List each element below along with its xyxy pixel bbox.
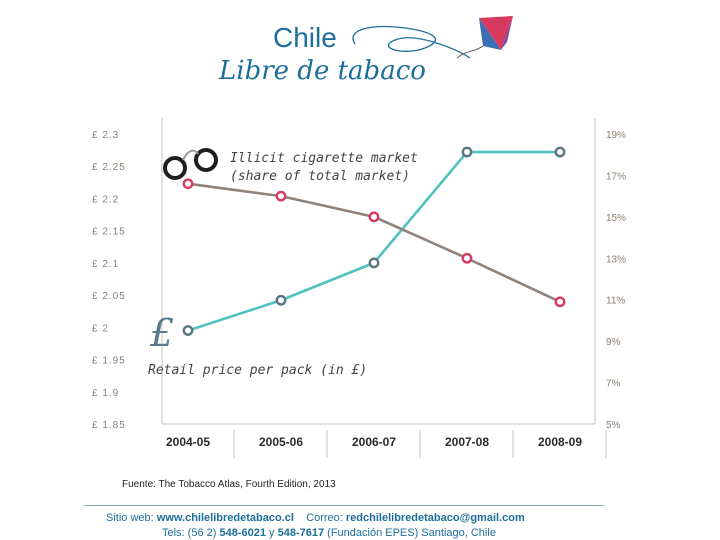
logo-chile: Chile xyxy=(273,22,337,53)
chart: £ 2.3 £ 2.25 £ 2.2 £ 2.15 £ 2.1 £ 2.05 £ 2 £ 1.… xyxy=(92,118,626,458)
swirl-decoration xyxy=(352,25,471,59)
series-markers xyxy=(182,146,566,336)
series-point-0 xyxy=(182,325,194,336)
pound-icon: £ xyxy=(149,311,174,355)
series-point-1 xyxy=(368,211,380,223)
logo: Chile Libre de tabaco xyxy=(215,16,515,88)
handcuffs-icon xyxy=(163,148,218,180)
left-tick-label: £ 2.15 xyxy=(92,227,126,238)
right-tick-label: 13% xyxy=(606,254,626,265)
logo-libre-de-tabaco: Libre de tabaco xyxy=(219,56,426,86)
series-point-1 xyxy=(554,296,566,308)
right-tick-label: 9% xyxy=(606,337,621,348)
footer-tel-and: y xyxy=(269,527,275,539)
footer-web-label: Sitio web: xyxy=(106,512,154,524)
kite-icon xyxy=(456,16,513,59)
category-label: 2005-06 xyxy=(259,435,303,449)
left-axis-ticks: £ 2.3 £ 2.25 £ 2.2 £ 2.15 £ 2.1 £ 2.05 £ 2 £ 1.… xyxy=(92,130,126,431)
footer-mail-label: Correo: xyxy=(306,512,343,524)
right-tick-label: 7% xyxy=(606,379,621,390)
series-point-0 xyxy=(368,257,380,269)
left-tick-label: £ 2.05 xyxy=(92,291,126,302)
series-line-1 xyxy=(187,182,561,303)
left-tick-label: £ 2.25 xyxy=(92,162,126,173)
left-tick-label: £ 1.95 xyxy=(92,356,126,367)
footer-mail-link[interactable]: redchilelibredetabaco@gmail.com xyxy=(345,512,525,524)
footer-tel1: 548-6021 xyxy=(219,527,266,539)
right-axis-ticks: 19% 17% 15% 13% 11% 9% 7% 5% xyxy=(606,130,626,431)
left-tick-label: £ 2 xyxy=(92,323,109,334)
series-point-0 xyxy=(275,294,287,306)
left-tick-label: £ 1.85 xyxy=(92,420,126,431)
legend-illicit-line2: (share of total market) xyxy=(230,169,410,184)
series-point-1 xyxy=(182,178,194,190)
legend-illicit-line1: Illicit cigarette market xyxy=(230,151,418,166)
legend-price-label: Retail price per pack (in £) xyxy=(148,363,367,378)
right-tick-label: 19% xyxy=(606,130,626,141)
footer-divider xyxy=(84,505,604,506)
left-tick-label: £ 1.9 xyxy=(92,388,119,399)
series-point-0 xyxy=(554,146,566,158)
left-tick-label: £ 2.1 xyxy=(92,259,119,270)
series-point-0 xyxy=(461,146,473,158)
footer-line-1: Sitio web: www.chilelibredetabaco.cl Cor… xyxy=(106,512,525,524)
footer-tel2: 548-7617 xyxy=(277,527,325,539)
series-point-1 xyxy=(461,252,473,264)
right-tick-label: 17% xyxy=(606,171,626,182)
grid xyxy=(161,118,596,425)
legend-handcuffs: Illicit cigarette market (share of total… xyxy=(163,148,418,184)
category-label: 2004-05 xyxy=(166,435,210,449)
footer-web-link[interactable]: www.chilelibredetabaco.cl xyxy=(156,512,294,524)
right-tick-label: 15% xyxy=(606,213,626,224)
source-text: Fuente: The Tobacco Atlas, Fourth Editio… xyxy=(122,479,336,490)
left-tick-label: £ 2.3 xyxy=(92,130,119,141)
footer-line-2: Tels: (56 2) 548-6021 y 548-7617 (Fundac… xyxy=(162,527,496,539)
right-tick-label: 5% xyxy=(606,420,621,431)
category-label: 2006-07 xyxy=(352,435,396,449)
category-labels: 2004-05 2005-06 2006-07 2007-08 2008-09 xyxy=(166,430,607,458)
footer-org: (Fundación EPES) Santiago, Chile xyxy=(327,527,496,539)
footer-tel-label: Tels: (56 2) xyxy=(162,527,217,539)
series-point-1 xyxy=(275,190,287,202)
category-label: 2008-09 xyxy=(538,435,582,449)
left-tick-label: £ 2.2 xyxy=(92,194,119,205)
category-label: 2007-08 xyxy=(445,435,489,449)
right-tick-label: 11% xyxy=(606,296,625,307)
legend-price: £ Retail price per pack (in £) xyxy=(148,311,367,378)
